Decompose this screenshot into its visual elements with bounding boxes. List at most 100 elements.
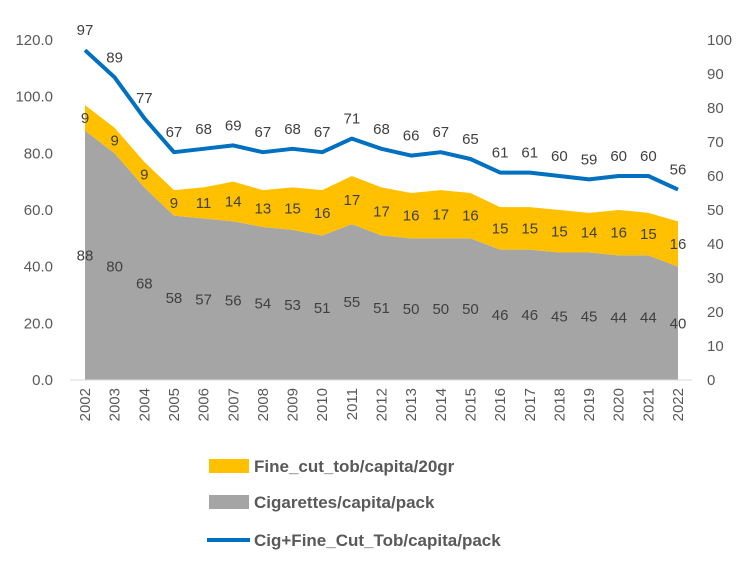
data-label-cigarettes: 88 — [77, 247, 94, 264]
data-label-total: 68 — [284, 121, 301, 138]
x-axis-tick: 2010 — [314, 388, 331, 421]
x-axis-tick: 2022 — [670, 388, 687, 421]
left-axis: 0.0 20.0 40.0 60.0 80.0 100.0 120.0 — [15, 32, 53, 389]
data-label-fine-cut: 15 — [640, 226, 657, 243]
data-label-total: 69 — [225, 117, 242, 134]
data-label-fine-cut: 15 — [551, 223, 568, 240]
data-label-total: 67 — [166, 124, 183, 141]
right-axis-tick: 20 — [707, 304, 724, 321]
x-axis-tick: 2015 — [462, 388, 479, 421]
line-total — [83, 48, 679, 192]
data-label-cigarettes: 44 — [610, 310, 627, 327]
data-label-fine-cut: 15 — [492, 220, 509, 237]
x-axis-tick: 2016 — [492, 388, 509, 421]
data-label-total: 67 — [314, 124, 331, 141]
data-label-cigarettes: 50 — [403, 301, 420, 318]
legend-swatch-fine-cut — [209, 459, 249, 473]
legend-swatch-cigarettes — [209, 495, 249, 509]
right-axis-tick: 0 — [707, 372, 715, 389]
data-label-fine-cut: 9 — [170, 195, 178, 212]
data-label-total: 59 — [581, 151, 598, 168]
data-label-fine-cut: 16 — [314, 205, 331, 222]
data-label-total: 68 — [195, 121, 212, 138]
data-label-fine-cut: 17 — [344, 192, 361, 209]
data-label-total: 67 — [255, 124, 272, 141]
right-axis-tick: 50 — [707, 202, 724, 219]
data-label-fine-cut: 9 — [81, 110, 89, 127]
right-axis-tick: 10 — [707, 338, 724, 355]
x-axis-tick: 2008 — [255, 388, 272, 421]
data-label-fine-cut: 9 — [140, 167, 148, 184]
left-axis-tick: 60.0 — [24, 202, 53, 219]
data-label-fine-cut: 16 — [670, 236, 687, 253]
left-axis-tick: 20.0 — [24, 315, 53, 332]
data-label-fine-cut: 17 — [373, 203, 390, 220]
data-label-cigarettes: 55 — [344, 294, 361, 311]
x-axis-tick: 2014 — [433, 388, 450, 421]
data-label-cigarettes: 53 — [284, 297, 301, 314]
x-axis-tick: 2006 — [196, 388, 213, 421]
area-fine-cut — [85, 105, 678, 267]
left-axis-tick: 100.0 — [15, 89, 53, 106]
data-label-cigarettes: 45 — [581, 308, 598, 325]
left-axis-tick: 0.0 — [32, 372, 53, 389]
right-axis: 0 10 20 30 40 50 60 70 80 90 100 — [707, 32, 732, 389]
right-axis-tick: 60 — [707, 168, 724, 185]
data-label-total: 77 — [136, 90, 153, 107]
data-label-fine-cut: 14 — [225, 194, 242, 211]
data-label-fine-cut: 17 — [432, 206, 449, 223]
data-label-cigarettes: 56 — [225, 293, 242, 310]
x-axis-tick: 2020 — [611, 388, 628, 421]
left-axis-tick: 40.0 — [24, 259, 53, 276]
data-label-total: 60 — [610, 148, 627, 165]
x-axis: 2002 2003 2004 2005 2006 2007 2008 2009 2010 2011… — [70, 379, 692, 421]
data-label-cigarettes: 51 — [314, 300, 331, 317]
x-axis-tick: 2011 — [344, 388, 361, 420]
data-label-total: 71 — [344, 111, 361, 128]
legend-label-fine-cut: Fine_cut_tob/capita/20gr — [254, 457, 455, 476]
data-label-total: 60 — [640, 148, 657, 165]
data-labels: 88 9 97 80 9 89 68 9 77 58 9 67 57 11 68 56 14 69 54 13 67 53… — [77, 22, 687, 332]
data-label-total: 67 — [432, 124, 449, 141]
data-label-fine-cut: 14 — [581, 225, 598, 242]
data-label-total: 66 — [403, 128, 420, 145]
data-label-cigarettes: 54 — [255, 296, 272, 313]
plot-line — [83, 48, 679, 192]
x-axis-tick: 2002 — [77, 388, 94, 421]
data-label-fine-cut: 11 — [196, 195, 212, 212]
legend: Fine_cut_tob/capita/20gr Cigarettes/capi… — [207, 457, 501, 550]
data-label-fine-cut: 16 — [403, 208, 420, 225]
data-label-cigarettes: 57 — [195, 291, 212, 308]
data-label-fine-cut: 15 — [521, 220, 538, 237]
data-label-cigarettes: 68 — [136, 276, 153, 293]
data-label-cigarettes: 46 — [492, 307, 509, 324]
data-label-fine-cut: 16 — [610, 225, 627, 242]
x-axis-tick: 2005 — [166, 388, 183, 421]
right-axis-tick: 80 — [707, 100, 724, 117]
data-label-total: 61 — [492, 145, 509, 162]
x-axis-tick: 2003 — [107, 388, 124, 421]
right-axis-tick: 40 — [707, 236, 724, 253]
x-axis-tick: 2018 — [551, 388, 568, 421]
data-label-cigarettes: 80 — [106, 259, 123, 276]
data-label-cigarettes: 44 — [640, 310, 657, 327]
left-axis-tick: 80.0 — [24, 145, 53, 162]
x-axis-tick: 2019 — [581, 388, 598, 421]
data-label-cigarettes: 46 — [521, 307, 538, 324]
plot-areas — [85, 105, 678, 380]
right-axis-tick: 90 — [707, 66, 724, 83]
x-axis-tick: 2012 — [374, 388, 391, 421]
right-axis-tick: 30 — [707, 270, 724, 287]
data-label-total: 56 — [670, 162, 687, 179]
data-label-cigarettes: 58 — [166, 290, 183, 307]
area-cigarettes — [85, 130, 678, 380]
x-axis-tick: 2009 — [285, 388, 302, 421]
legend-label-total: Cig+Fine_Cut_Tob/capita/pack — [254, 531, 501, 550]
x-axis-tick: 2013 — [403, 388, 420, 421]
data-label-cigarettes: 45 — [551, 308, 568, 325]
data-label-total: 89 — [106, 49, 123, 66]
x-axis-tick: 2007 — [225, 388, 242, 421]
legend-label-cigarettes: Cigarettes/capita/pack — [254, 493, 435, 512]
data-label-fine-cut: 9 — [110, 133, 118, 150]
